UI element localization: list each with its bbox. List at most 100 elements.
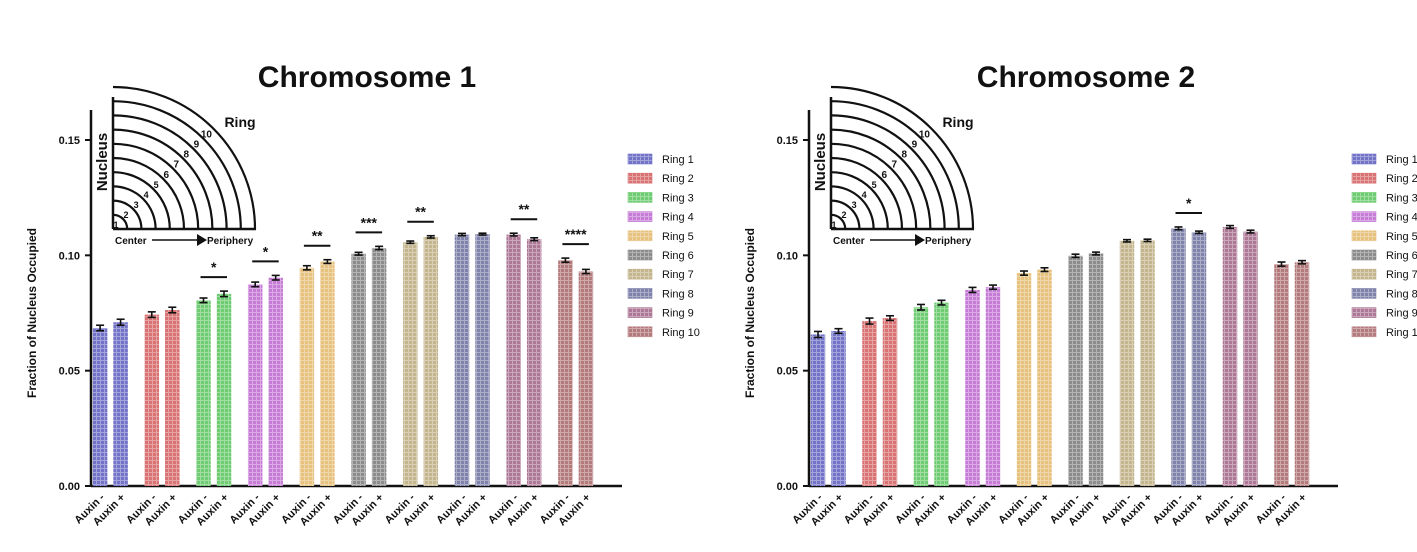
bar-ring-9-auxin-minus xyxy=(1222,226,1238,486)
y-tick-label: 0.05 xyxy=(777,366,798,378)
legend-label: Ring 4 xyxy=(1386,212,1417,224)
ring-arc xyxy=(112,199,143,230)
inset-ring-label: Ring xyxy=(224,114,255,130)
ring-number: 9 xyxy=(912,140,918,151)
bar-ring-10-auxin-minus xyxy=(558,260,573,486)
bar-ring-3-auxin-minus xyxy=(913,307,929,486)
ring-arc xyxy=(830,114,946,230)
legend-swatch xyxy=(1351,192,1377,203)
ring-arc xyxy=(112,142,200,230)
ring-arc xyxy=(830,128,932,230)
bar-ring-8-auxin-plus xyxy=(475,234,490,486)
y-tick-label: 0.00 xyxy=(59,481,80,493)
ring-arc xyxy=(112,171,171,230)
legend-swatch xyxy=(1351,288,1377,299)
bar-ring-6-auxin-plus xyxy=(371,247,387,486)
bar-ring-1-auxin-minus xyxy=(810,334,826,486)
bar-ring-9-auxin-plus xyxy=(526,239,542,486)
ring-number: 7 xyxy=(173,160,179,171)
ring-number: 10 xyxy=(919,130,931,141)
ring-number: 10 xyxy=(201,130,213,141)
legend-swatch xyxy=(627,249,653,261)
bar-ring-6-auxin-plus xyxy=(1088,253,1104,486)
ring-number: 4 xyxy=(862,190,867,200)
bar-ring-7-auxin-plus xyxy=(1140,240,1155,486)
bar-ring-1-auxin-minus xyxy=(92,327,108,486)
significance-label: **** xyxy=(565,226,587,242)
legend-label: Ring 2 xyxy=(662,173,694,185)
ring-arc xyxy=(112,100,242,230)
bar-ring-6-auxin-minus xyxy=(351,253,366,486)
legend-swatch xyxy=(627,230,653,242)
legend-swatch xyxy=(1351,268,1377,280)
significance-label: * xyxy=(263,243,269,259)
legend-label: Ring 7 xyxy=(662,269,694,281)
significance-label: ** xyxy=(518,201,529,217)
legend-label: Ring 9 xyxy=(662,308,694,320)
bar-ring-5-auxin-plus xyxy=(1037,269,1052,486)
bar-ring-8-auxin-minus xyxy=(1171,228,1186,486)
ring-arc xyxy=(112,156,186,230)
ring-number: 2 xyxy=(842,210,847,220)
ring-number: 3 xyxy=(134,200,139,210)
legend-swatch xyxy=(1351,249,1377,261)
legend-label: Ring 3 xyxy=(1386,192,1417,204)
ring-number: 6 xyxy=(163,170,169,181)
legend-swatch xyxy=(1351,307,1377,318)
legend-swatch xyxy=(627,288,653,299)
legend-swatch xyxy=(627,326,653,338)
ring-arc xyxy=(112,85,257,230)
ring-number: 6 xyxy=(881,170,887,181)
inset-center-label: Center xyxy=(115,236,147,247)
bar-ring-2-auxin-plus xyxy=(165,310,180,486)
legend-label: Ring 6 xyxy=(1386,250,1417,262)
y-tick-label: 0.00 xyxy=(777,481,798,493)
inset-periphery-label: Periphery xyxy=(925,236,972,247)
chart-2: Chromosome 2 0.00 0.05 0.10 0.15 Fraction of … xyxy=(743,61,1417,528)
legend-swatch xyxy=(627,211,653,222)
significance-label: *** xyxy=(361,214,378,230)
ring-number: 3 xyxy=(852,200,857,210)
bar-ring-5-auxin-minus xyxy=(299,267,315,486)
ring-number: 1 xyxy=(832,220,837,230)
inset-arrow-head xyxy=(197,234,207,246)
chart-title: Chromosome 2 xyxy=(977,61,1195,94)
y-tick-label: 0.15 xyxy=(59,135,80,147)
bar-ring-10-auxin-minus xyxy=(1274,264,1289,486)
legend-label: Ring 6 xyxy=(662,250,694,262)
legend-label: Ring 4 xyxy=(662,212,694,224)
bar-ring-3-auxin-plus xyxy=(216,293,232,486)
legend-swatch xyxy=(627,172,653,184)
legend-swatch xyxy=(627,192,653,203)
y-tick-label: 0.05 xyxy=(59,366,80,378)
bar-ring-7-auxin-plus xyxy=(423,236,439,486)
legend-label: Ring 5 xyxy=(662,231,694,243)
legend-label: Ring 1 xyxy=(662,154,694,166)
bar-ring-7-auxin-minus xyxy=(1119,240,1135,486)
bar-ring-5-auxin-plus xyxy=(320,261,335,486)
bar-ring-6-auxin-minus xyxy=(1068,255,1083,486)
ring-arc xyxy=(112,213,129,230)
significance-label: ** xyxy=(415,204,426,220)
legend-swatch xyxy=(627,153,653,165)
ring-arc xyxy=(830,171,889,230)
legend-label: Ring 1 xyxy=(1386,154,1417,166)
ring-arc xyxy=(112,128,214,230)
y-axis-label: Fraction of Nucleus Occupied xyxy=(25,228,39,398)
legend-label: Ring 8 xyxy=(1386,288,1417,300)
ring-number: 4 xyxy=(144,190,149,200)
legend-label: Ring 10 xyxy=(662,327,700,339)
ring-number: 8 xyxy=(902,150,908,161)
inset-nucleus-label: Nucleus xyxy=(94,133,111,191)
legend-label: Ring 8 xyxy=(662,288,694,300)
ring-number: 8 xyxy=(184,150,190,161)
ring-arc xyxy=(830,85,975,230)
chart-1: Chromosome 1 0.00 0.05 0.10 0.15 Fraction of … xyxy=(25,61,700,528)
bar-ring-5-auxin-minus xyxy=(1016,273,1032,486)
ring-number: 7 xyxy=(891,160,897,171)
legend-swatch xyxy=(1351,153,1377,165)
inset-arrow-head xyxy=(915,234,925,246)
ring-arc xyxy=(112,114,228,230)
